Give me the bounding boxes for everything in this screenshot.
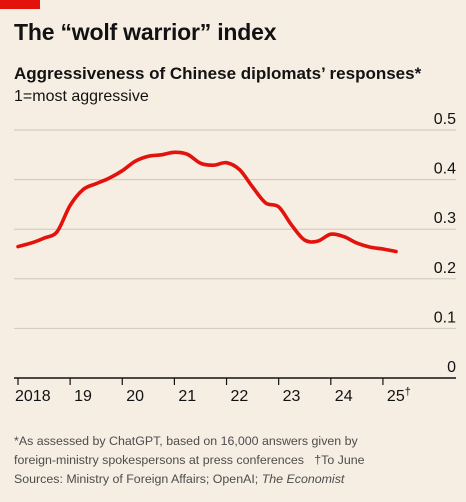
x-axis-tick-labels: 2018 19 20 21 22 23 24 25†	[15, 386, 411, 405]
footnote-block: *As assessed by ChatGPT, based on 16,000…	[14, 432, 460, 489]
x-axis	[14, 377, 456, 385]
y-tick-label: 0	[447, 359, 456, 376]
gridlines	[14, 129, 456, 329]
footnote-line-1: *As assessed by ChatGPT, based on 16,000…	[14, 434, 358, 448]
series-line	[16, 150, 398, 254]
x-tick-label: 23	[283, 388, 301, 405]
sources-line: Sources: Ministry of Foreign Affairs; Op…	[14, 470, 460, 489]
sources-italic: The Economist	[261, 472, 345, 486]
x-tick-label: 19	[74, 388, 92, 405]
chart-title: The “wolf warrior” index	[14, 19, 277, 45]
x-tick-label: 25†	[387, 386, 411, 405]
y-axis-tick-labels: 0 0.1 0.2 0.3 0.4 0.5	[434, 111, 456, 376]
footnote-line-2-text: foreign-ministry spokespersons at press …	[14, 453, 304, 467]
x-tick-label: 20	[126, 388, 144, 405]
series-layer	[16, 150, 398, 254]
x-tick-label: 2018	[15, 388, 51, 405]
x-tick-label: 22	[231, 388, 249, 405]
y-tick-label: 0.1	[434, 309, 456, 326]
y-tick-label: 0.2	[434, 260, 456, 277]
line-chart: 0 0.1 0.2 0.3 0.4 0.5 2018 19 20 21 22 23 24 25†	[14, 111, 456, 405]
y-tick-label: 0.3	[434, 210, 456, 227]
x-tick-label: 24	[335, 388, 353, 405]
chart-unit-note: 1=most aggressive	[14, 88, 149, 105]
sources-text: Sources: Ministry of Foreign Affairs; Op…	[14, 472, 262, 486]
x-tick-label: 21	[178, 388, 196, 405]
footnote-line-2: foreign-ministry spokespersons at press …	[14, 451, 460, 470]
y-tick-label: 0.4	[434, 161, 456, 178]
y-tick-label: 0.5	[434, 111, 456, 128]
brand-accent-bar	[0, 0, 40, 9]
footnote-dagger: †To June	[314, 453, 365, 467]
chart-subtitle: Aggressiveness of Chinese diplomats’ res…	[14, 64, 422, 83]
